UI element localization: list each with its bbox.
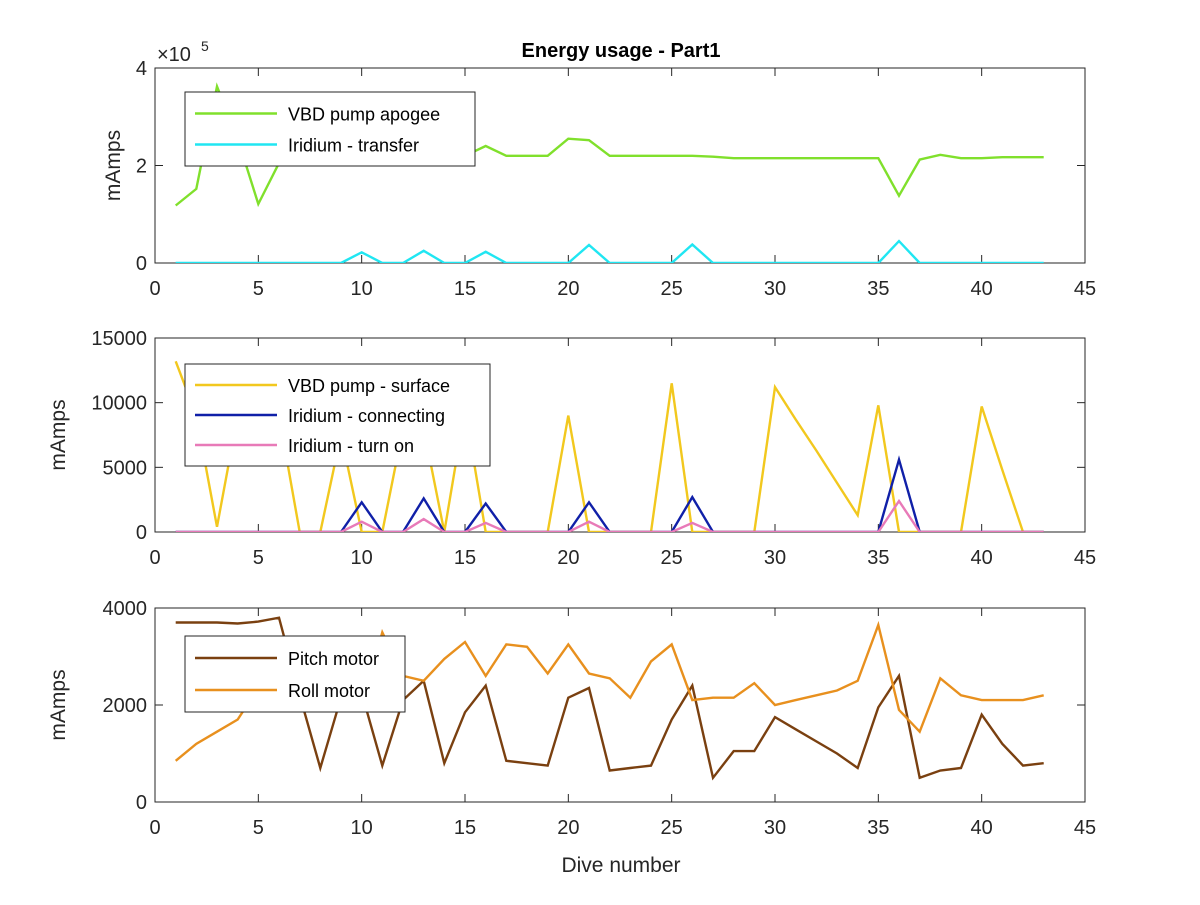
x-tick-label: 10 — [351, 278, 373, 300]
legend-label: VBD pump - surface — [288, 376, 450, 396]
y-tick-label: 5000 — [103, 457, 148, 479]
y-tick-label: 0 — [136, 522, 147, 544]
x-tick-label: 5 — [253, 817, 264, 839]
x-tick-label: 5 — [253, 278, 264, 300]
y-tick-label: 10000 — [91, 393, 147, 415]
y-multiplier-label: ×10 — [157, 44, 191, 66]
x-tick-label: 40 — [971, 278, 993, 300]
legend-label: Roll motor — [288, 681, 370, 701]
x-tick-label: 15 — [454, 278, 476, 300]
legend-label: Iridium - turn on — [288, 436, 414, 456]
x-tick-label: 45 — [1074, 817, 1096, 839]
x-tick-label: 20 — [557, 547, 579, 569]
legend-box — [184, 635, 406, 713]
legend-label: Iridium - connecting — [288, 406, 445, 426]
x-tick-label: 0 — [149, 278, 160, 300]
x-tick-label: 35 — [867, 547, 889, 569]
x-tick-label: 15 — [454, 547, 476, 569]
x-tick-label: 10 — [351, 547, 373, 569]
x-tick-label: 0 — [149, 817, 160, 839]
y-axis-label: mAmps — [47, 399, 70, 470]
series-line-iridium-transfer — [175, 239, 1044, 263]
figure-title: Energy usage - Part1 — [522, 40, 721, 62]
x-tick-label: 40 — [971, 817, 993, 839]
y-tick-label: 2 — [136, 156, 147, 178]
x-tick-label: 25 — [661, 547, 683, 569]
x-tick-label: 30 — [764, 278, 786, 300]
x-tick-label: 20 — [557, 278, 579, 300]
chart-panel-1: 0 5 10 15 20 25 30 35 40 45 0 2 4 ×10 5 mAmps VBD pump a… — [102, 38, 1096, 300]
y-tick-label: 0 — [136, 253, 147, 275]
x-tick-label: 30 — [764, 547, 786, 569]
chart-panel-2: 0 5 10 15 20 25 30 35 40 45 0 5000 10000 15000 mAmps VB… — [47, 328, 1096, 569]
y-tick-label: 15000 — [91, 328, 147, 350]
x-tick-label: 0 — [149, 547, 160, 569]
x-tick-label: 20 — [557, 817, 579, 839]
x-tick-label: 25 — [661, 817, 683, 839]
x-axis-label: Dive number — [561, 854, 680, 877]
x-tick-label: 40 — [971, 547, 993, 569]
x-tick-label: 10 — [351, 817, 373, 839]
x-tick-label: 35 — [867, 817, 889, 839]
series-line-iridium-connecting — [175, 455, 1044, 532]
x-tick-label: 25 — [661, 278, 683, 300]
x-tick-label: 45 — [1074, 547, 1096, 569]
series-line-pitch-motor — [175, 616, 1044, 781]
chart-panel-3: 0 5 10 15 20 25 30 35 40 45 0 2000 4000 mAmps Pitch mo… — [47, 598, 1096, 839]
y-multiplier-exponent: 5 — [201, 38, 209, 54]
legend-label: Iridium - transfer — [288, 136, 419, 156]
legend-box — [184, 91, 476, 167]
y-axis-label: mAmps — [102, 130, 125, 201]
x-tick-label: 5 — [253, 547, 264, 569]
x-tick-label: 15 — [454, 817, 476, 839]
legend-label: VBD pump apogee — [288, 105, 440, 125]
y-tick-label: 4000 — [103, 598, 148, 620]
x-tick-label: 35 — [867, 278, 889, 300]
y-tick-label: 0 — [136, 792, 147, 814]
x-tick-label: 45 — [1074, 278, 1096, 300]
y-axis-label: mAmps — [47, 669, 70, 740]
x-tick-label: 30 — [764, 817, 786, 839]
y-tick-label: 2000 — [103, 695, 148, 717]
legend-label: Pitch motor — [288, 649, 379, 669]
series-line-iridium-turn-on — [175, 498, 1044, 532]
y-tick-label: 4 — [136, 58, 147, 80]
